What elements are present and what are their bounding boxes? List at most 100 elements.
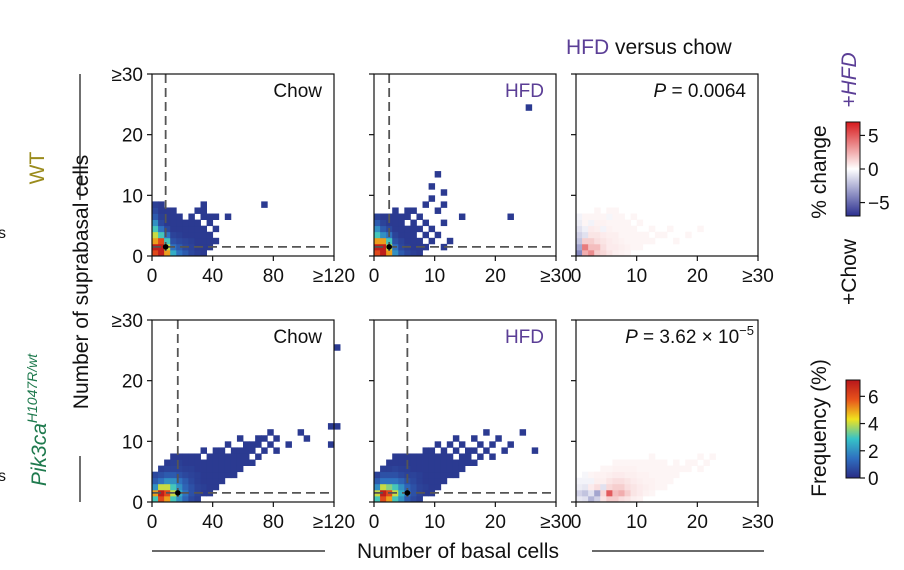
heatmap-cell: [630, 489, 638, 497]
heatmap-cell: [606, 465, 613, 473]
heatmap-cell: [249, 441, 256, 448]
heatmap-cell: [489, 453, 496, 460]
panel-frame: [151, 73, 335, 257]
heatmap-cell: [582, 231, 589, 239]
heatmap-cell: [404, 213, 411, 220]
heatmap-cell: [398, 453, 405, 460]
heatmap-cell: [243, 459, 250, 466]
heatmap-cell: [380, 495, 387, 503]
heatmap-cell: [380, 219, 387, 227]
heatmap-cell: [612, 225, 619, 233]
heatmap-cell: [618, 459, 625, 466]
heatmap-cell: [458, 213, 466, 220]
x-tick-label: 10: [424, 512, 445, 533]
median-point: [174, 490, 181, 496]
heatmap-cell: [236, 459, 244, 466]
heatmap-cell: [636, 471, 644, 479]
heatmap-cell: [594, 207, 601, 214]
heatmap-cell: [200, 447, 207, 454]
heatmap-cell: [194, 237, 201, 245]
row-label-wt: WT: [26, 152, 49, 185]
heatmap-cell: [212, 213, 220, 220]
heatmap-cell: [176, 453, 183, 460]
heatmap-cell: [525, 104, 533, 111]
heatmap-cell: [594, 225, 601, 233]
heatmap-cell: [458, 459, 466, 466]
y-tick-label: 0: [132, 493, 143, 514]
heatmap-cell: [422, 465, 429, 473]
colorbar-change-ticks: 5 0 −5: [860, 126, 890, 215]
heatmap-cell: [380, 249, 387, 257]
heatmap-cell: [398, 249, 405, 257]
heatmap-cell: [416, 495, 423, 503]
heatmap-cell: [206, 465, 214, 473]
heatmap-cell: [410, 249, 417, 257]
heatmap-cell: [194, 207, 201, 214]
heatmap-cell: [380, 471, 387, 479]
colorbar-frequency: Frequency (%) 6 4 2 0: [808, 359, 879, 497]
heatmap-cell: [194, 477, 201, 485]
heatmap-cell: [685, 231, 692, 239]
heatmap-cell: [600, 483, 607, 491]
heatmap-cell: [176, 237, 183, 245]
panel-wt-difference: 0 10 20 ≥30 P = 0.0064: [571, 73, 774, 287]
heatmap-cell: [206, 213, 214, 220]
heatmap-cell: [398, 495, 405, 503]
heatmap-cell: [446, 465, 454, 473]
heatmap-cell: [600, 471, 607, 479]
heatmap-cell: [519, 429, 527, 436]
heatmap-cell: [624, 477, 631, 485]
heatmap-cell: [152, 219, 159, 227]
heatmap-cell: [594, 219, 601, 227]
heatmap-cell: [380, 483, 387, 491]
heatmap-cell: [218, 453, 226, 460]
heatmap-cell: [224, 453, 232, 460]
heatmap-cell: [261, 435, 268, 442]
heatmap-cell: [182, 237, 189, 245]
heatmap-cell: [667, 471, 674, 479]
heatmap-cells: [576, 453, 716, 503]
heatmap-cell: [327, 423, 335, 430]
x-tick-label: 10: [626, 512, 647, 533]
figure-title: HFD versus chow: [566, 36, 733, 59]
heatmap-cell: [303, 435, 311, 442]
x-tick-label: 20: [485, 512, 506, 533]
heatmap-cell: [380, 225, 387, 233]
heatmap-cell: [212, 459, 220, 466]
heatmap-cell: [636, 489, 644, 497]
heatmap-cell: [422, 483, 429, 491]
heatmap-cell: [471, 435, 478, 442]
colorbar-change-bottom-label: +Chow: [838, 238, 861, 305]
panel-frame: [373, 319, 557, 503]
heatmap-cell: [465, 453, 472, 460]
heatmap-cell: [170, 453, 177, 460]
heatmap-cell: [606, 483, 613, 491]
heatmap-cell: [471, 447, 478, 454]
heatmap-cell: [374, 219, 381, 227]
heatmap-cell: [194, 231, 201, 239]
heatmap-cell: [576, 231, 583, 239]
heatmap-cell: [200, 231, 207, 239]
heatmap-cell: [618, 471, 625, 479]
heatmap-cell: [404, 225, 411, 233]
heatmap-cell: [230, 471, 238, 479]
heatmap-cell: [576, 249, 583, 257]
heatmap-cell: [618, 225, 625, 233]
heatmap-cell: [170, 231, 177, 239]
heatmap-cell: [642, 489, 650, 497]
heatmap-cell: [386, 465, 393, 473]
heatmap-cell: [255, 441, 262, 448]
heatmap-cell: [636, 495, 644, 503]
heatmap-cell: [422, 219, 429, 227]
panel-wt-chow: 0 40 80 ≥120 0 10 20 ≥30 Chow: [111, 65, 355, 287]
heatmap-cell: [374, 249, 381, 257]
heatmap-cell: [685, 465, 692, 473]
heatmap-cell: [477, 441, 484, 448]
colorbar-tick-label: 0: [868, 469, 879, 490]
x-tick-label: ≥30: [742, 266, 774, 287]
colorbar-frequency-bar: [845, 379, 861, 479]
heatmap-cell: [176, 465, 183, 473]
x-tick-label: 0: [147, 512, 158, 533]
heatmap-cell: [200, 243, 207, 251]
